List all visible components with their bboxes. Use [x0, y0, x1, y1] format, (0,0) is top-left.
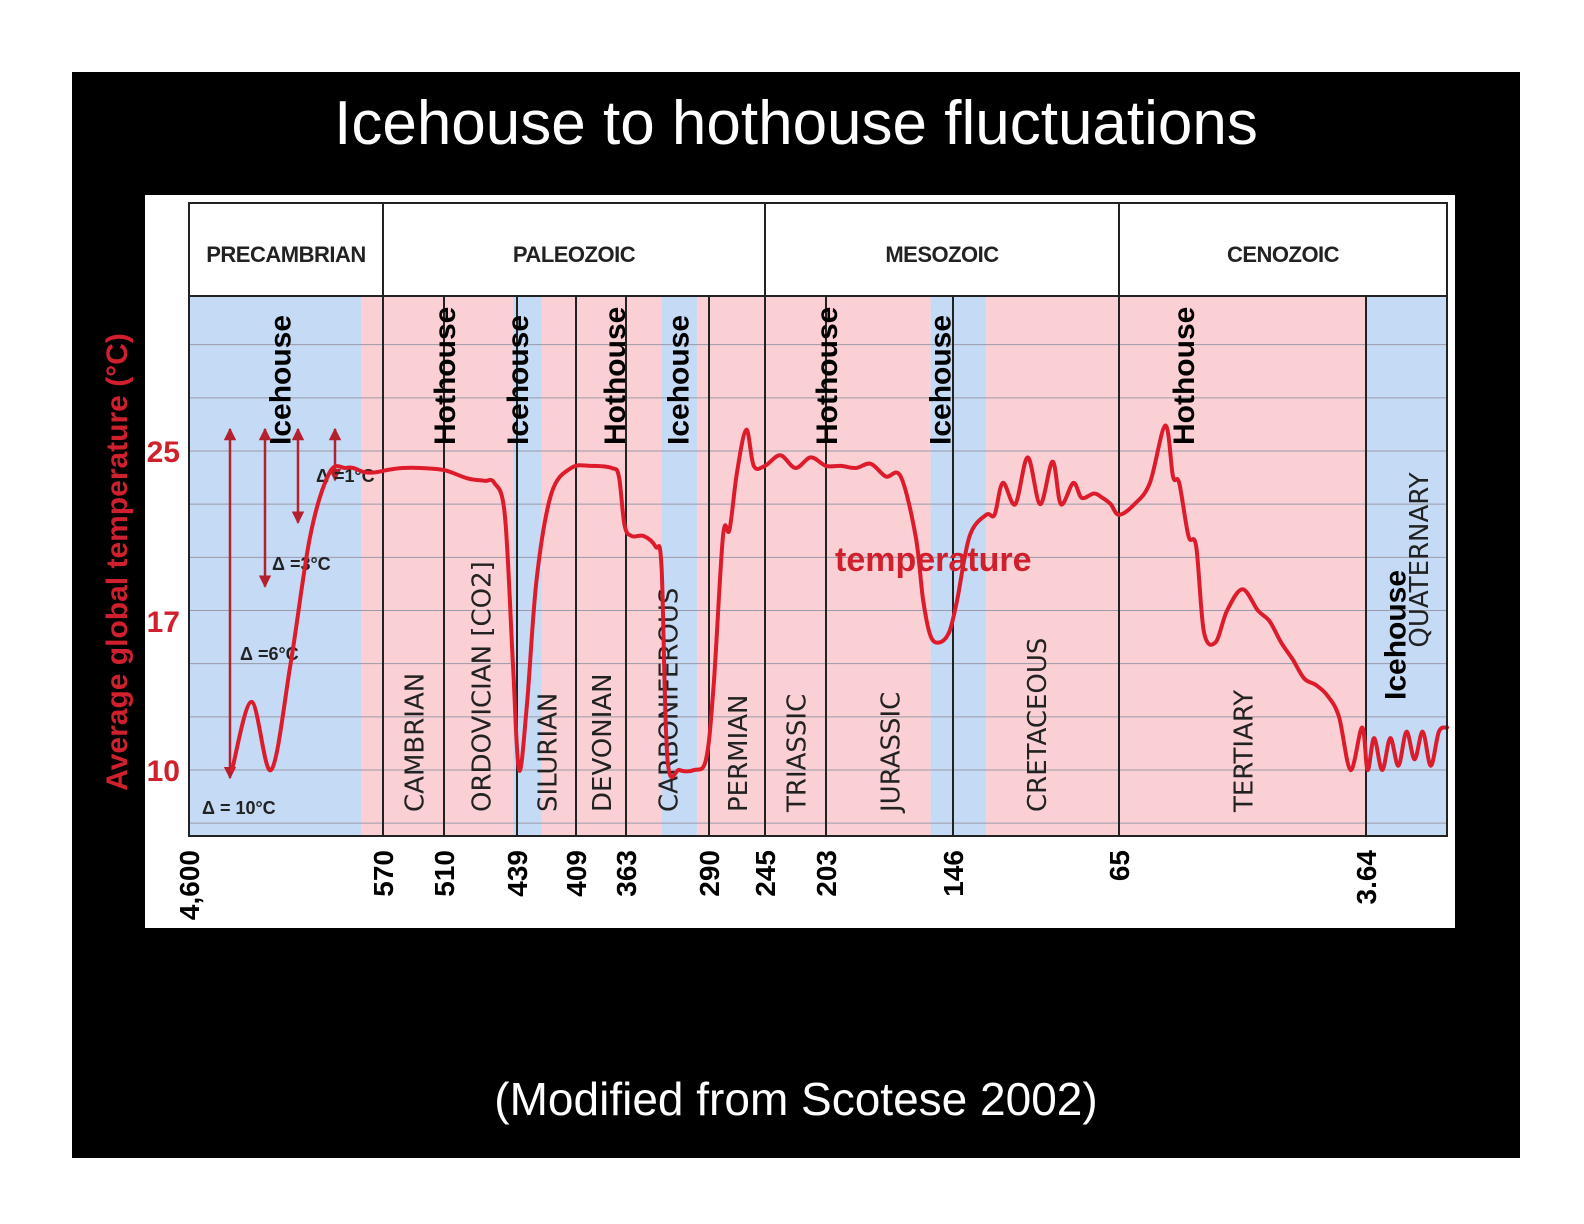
x-tick-label-8: 203 — [811, 850, 842, 897]
x-tick-label-4: 409 — [561, 850, 592, 897]
chart-frame — [188, 202, 1448, 837]
era-label-mesozoic: MESOZOIC — [885, 242, 999, 267]
period-label-ordovician-co2: ORDOVICIAN [CO2] — [468, 561, 498, 812]
regime-label-icehouse-2: Icehouse — [502, 315, 535, 445]
climate-band-hothouse-7 — [986, 296, 1366, 836]
x-tick-label-5: 363 — [611, 850, 642, 897]
climate-bands — [189, 296, 1447, 836]
period-label-devonian: DEVONIAN — [588, 673, 618, 812]
x-tick-label-9: 146 — [938, 850, 969, 897]
y-tick-label-10: 10 — [147, 755, 180, 788]
gridlines — [189, 344, 1447, 824]
period-label-jurassic: JURASSIC — [877, 692, 907, 814]
period-label-carboniferous: CARBONIFEROUS — [655, 588, 685, 812]
climate-band-icehouse-0 — [189, 296, 361, 836]
x-tick-label-11: 3.64 — [1351, 850, 1382, 905]
climate-band-hothouse-5 — [697, 296, 931, 836]
delta-label-1: Δ =3°C — [272, 554, 331, 574]
climate-band-icehouse-6 — [930, 296, 987, 836]
slide-footer: (Modified from Scotese 2002) — [494, 1073, 1098, 1125]
y-axis-label: Average global temperature (°C) — [101, 333, 134, 791]
era-label-precambrian: PRECAMBRIAN — [206, 242, 366, 267]
period-label-tertiary: TERTIARY — [1230, 690, 1260, 813]
delta-label-2: Δ =6°C — [240, 644, 299, 664]
regime-label-icehouse-0: Icehouse — [265, 315, 298, 445]
regime-label-hothouse-5: Hothouse — [811, 307, 844, 445]
y-tick-labels: 10 17 25 — [147, 436, 180, 788]
temperature-line — [230, 423, 1449, 780]
regime-labels: Icehouse Hothouse Icehouse Hothouse Icehouse… — [265, 307, 1413, 700]
regime-label-icehouse-4: Icehouse — [663, 315, 696, 445]
era-label-paleozoic: PALEOZOIC — [513, 242, 636, 267]
regime-label-hothouse-1: Hothouse — [429, 307, 462, 445]
era-label-cenozoic: CENOZOIC — [1227, 242, 1340, 267]
x-tick-label-7: 245 — [750, 850, 781, 897]
x-tick-label-1: 570 — [368, 850, 399, 897]
x-tick-label-0: 4,600 — [174, 850, 205, 920]
period-label-permian: PERMIAN — [724, 694, 754, 812]
regime-label-hothouse-3: Hothouse — [599, 307, 632, 445]
x-tick-label-3: 439 — [502, 850, 533, 897]
regime-label-icehouse-6: Icehouse — [925, 315, 958, 445]
regime-label-icehouse-8: Icehouse — [1379, 570, 1412, 700]
x-tick-label-2: 510 — [429, 850, 460, 897]
period-label-quaternary: QUATERNARY — [1405, 472, 1435, 647]
period-label-silurian: SILURIAN — [534, 693, 564, 812]
x-tick-labels: 4,600 570 510 439 409 363 290 245 203 146 65 3.64 — [174, 850, 1382, 921]
era-header: PRECAMBRIAN PALEOZOIC MESOZOIC CENOZOIC — [188, 202, 1448, 297]
climate-band-hothouse-3 — [541, 296, 662, 836]
climate-band-hothouse-1 — [361, 296, 513, 836]
period-label-cretaceous: CRETACEOUS — [1023, 638, 1053, 812]
y-tick-label-25: 25 — [147, 436, 180, 469]
period-label-cambrian: CAMBRIAN — [401, 673, 431, 812]
x-tick-label-6: 290 — [694, 850, 725, 897]
temperature-series-label: temperature — [835, 541, 1032, 579]
slide-title: Icehouse to hothouse fluctuations — [334, 89, 1258, 158]
period-label-triassic: TRIASSIC — [783, 694, 813, 813]
y-tick-label-17: 17 — [147, 606, 180, 639]
period-labels: CAMBRIAN ORDOVICIAN [CO2] SILURIAN DEVONIAN… — [401, 472, 1436, 814]
era-header-box — [188, 202, 1448, 297]
delta-label-3: Δ = 10°C — [202, 798, 276, 818]
regime-label-hothouse-7: Hothouse — [1168, 307, 1201, 445]
climate-band-icehouse-8 — [1366, 296, 1447, 836]
x-tick-label-10: 65 — [1104, 850, 1135, 881]
